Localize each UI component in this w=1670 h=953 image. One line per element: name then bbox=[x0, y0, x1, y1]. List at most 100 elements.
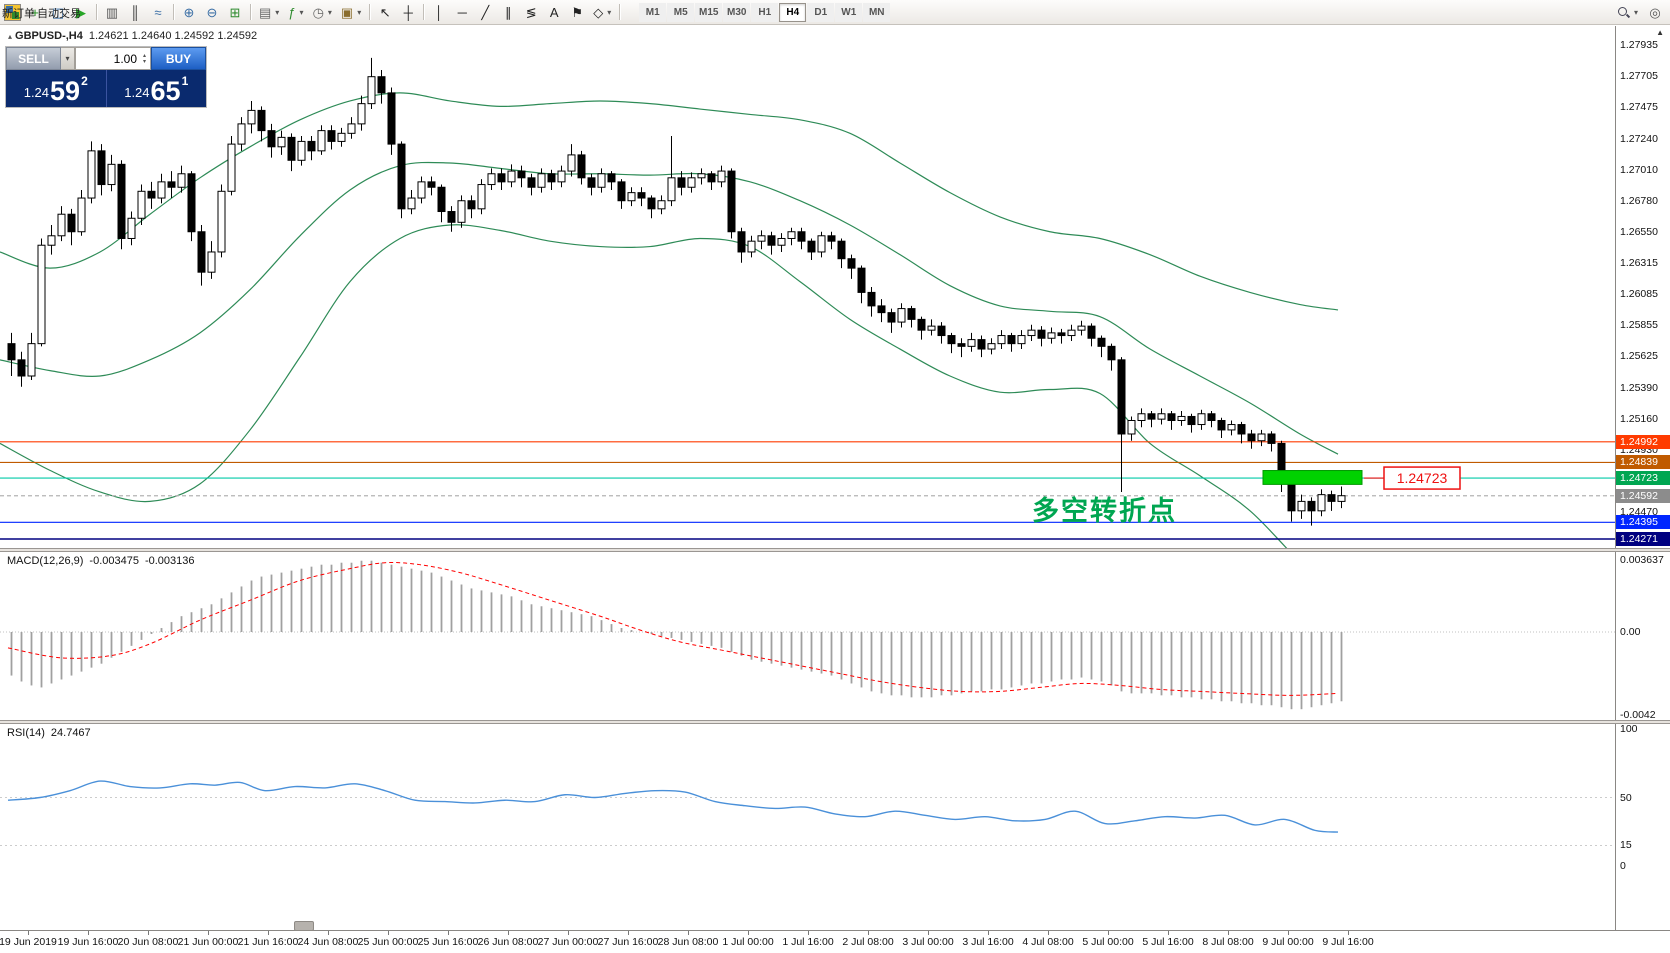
quick-nav-button[interactable]: ◎ bbox=[1644, 2, 1666, 23]
rsi-panel[interactable]: RSI(14) 24.7467 bbox=[0, 724, 1615, 930]
candlestick-button[interactable]: ║ bbox=[124, 2, 146, 23]
shapes-button[interactable]: ◇ ▾ bbox=[589, 2, 615, 23]
candle bbox=[287, 136, 296, 161]
spin-down-icon[interactable]: ▾ bbox=[142, 58, 146, 65]
macd-panel[interactable]: MACD(12,26,9) -0.003475 -0.003136 bbox=[0, 552, 1615, 720]
price-badge: 1.24271 bbox=[1616, 532, 1670, 546]
channel-icon: ∥ bbox=[504, 4, 512, 20]
candle bbox=[867, 291, 876, 307]
arrange-button[interactable]: ▤ ▾ bbox=[255, 2, 283, 23]
candle bbox=[577, 154, 586, 179]
toolbar-separator bbox=[250, 4, 251, 20]
time-label: 27 Jun 00:00 bbox=[537, 936, 599, 948]
candle bbox=[367, 76, 376, 105]
buy-button[interactable]: BUY bbox=[151, 47, 206, 70]
templates-button[interactable]: ▣ ▾ bbox=[337, 2, 365, 23]
main-chart-panel[interactable]: 1.24723 多空转折点 ▴ GBPUSD-,H4 1.24621 1.24640 … bbox=[0, 26, 1615, 548]
text-icon: A bbox=[549, 4, 559, 20]
rsi-chart[interactable] bbox=[0, 724, 1615, 930]
toolbar: + 新订单 ◫ ▶ 自动交易 ▥ ║ ≈ ⊕ ⊖ ⊞ ▤ ▾ ƒ ▾ ◷ ▾ ▣ ▾ ↖ ┼ │ ─ ╱ ∥ ≶ A ⚑ ◇ ▾ M1 M5 M… bbox=[0, 0, 1670, 25]
time-tick bbox=[88, 931, 89, 935]
autotrading-button[interactable]: ▶ 自动交易 bbox=[37, 2, 92, 23]
timeframe-w1[interactable]: W1 bbox=[835, 2, 863, 22]
candle bbox=[1317, 494, 1326, 512]
candle bbox=[777, 237, 786, 246]
timeframe-h4[interactable]: H4 bbox=[779, 2, 807, 22]
timeframe-m5[interactable]: M5 bbox=[667, 2, 695, 22]
price-tick: 1.24470 bbox=[1620, 506, 1658, 519]
zoom-in-button[interactable]: ⊕ bbox=[178, 2, 200, 23]
timeframe-d1[interactable]: D1 bbox=[807, 2, 835, 22]
vertical-line-button[interactable]: │ bbox=[428, 2, 450, 23]
macd-scale-label: 0.00 bbox=[1620, 626, 1641, 638]
toolbar-separator bbox=[619, 4, 621, 20]
timeframe-mn[interactable]: MN bbox=[863, 2, 891, 22]
horizontal-line-button[interactable]: ─ bbox=[451, 2, 473, 23]
timeframe-h1[interactable]: H1 bbox=[751, 2, 779, 22]
candle bbox=[547, 173, 556, 183]
macd-chart[interactable] bbox=[0, 552, 1615, 720]
text-button[interactable]: A bbox=[543, 2, 565, 23]
indicators-button[interactable]: ƒ ▾ bbox=[284, 2, 307, 23]
bollinger-lower-band bbox=[0, 224, 1288, 548]
spin-up-icon[interactable]: ▴ bbox=[142, 52, 146, 59]
timeframe-m30[interactable]: M30 bbox=[723, 2, 751, 22]
price-tick: 1.25855 bbox=[1620, 319, 1658, 332]
candle bbox=[347, 123, 356, 134]
scale-scroll-up-icon[interactable]: ▲ bbox=[1656, 28, 1664, 37]
label-button[interactable]: ⚑ bbox=[566, 2, 588, 23]
periods-button[interactable]: ◷ ▾ bbox=[309, 2, 336, 23]
candle bbox=[877, 305, 886, 314]
fibonacci-button[interactable]: ≶ bbox=[520, 2, 542, 23]
candle bbox=[377, 76, 386, 94]
timeframe-m1[interactable]: M1 bbox=[639, 2, 667, 22]
time-tick bbox=[868, 931, 869, 935]
crosshair-button[interactable]: ┼ bbox=[397, 2, 419, 23]
price-scale[interactable]: ▲ 1.27935 1.27705 1.27475 1.27240 1.27010 1.2… bbox=[1615, 26, 1670, 930]
price-tick: 1.27935 bbox=[1620, 39, 1658, 51]
new-order-button[interactable]: + 新订单 bbox=[2, 2, 46, 23]
ask-pips: 65 bbox=[150, 75, 181, 106]
label-icon: ⚑ bbox=[571, 4, 584, 20]
order-options-dropdown[interactable]: ▾ bbox=[61, 47, 75, 70]
candle bbox=[147, 190, 156, 199]
tile-windows-button[interactable]: ⊞ bbox=[224, 2, 246, 23]
candle bbox=[47, 235, 56, 246]
periods-icon: ◷ bbox=[312, 4, 324, 20]
panel-separator-rsi[interactable] bbox=[0, 720, 1670, 724]
price-tick: 1.27240 bbox=[1620, 132, 1658, 145]
zoom-out-button[interactable]: ⊖ bbox=[201, 2, 223, 23]
trendline-button[interactable]: ╱ bbox=[474, 2, 496, 23]
volume-value[interactable]: 1.00 bbox=[113, 51, 137, 66]
candle bbox=[457, 200, 466, 223]
timeframe-m15[interactable]: M15 bbox=[695, 2, 723, 22]
chart-window-button[interactable]: ◫ bbox=[47, 2, 69, 23]
candlestick-icon: ║ bbox=[130, 4, 140, 20]
channel-button[interactable]: ∥ bbox=[497, 2, 519, 23]
candle bbox=[687, 177, 696, 188]
time-axis[interactable]: 19 Jun 2019 19 Jun 16:00 20 Jun 08:00 21 Ju… bbox=[0, 930, 1670, 953]
volume-stepper[interactable]: ▴ ▾ bbox=[139, 53, 150, 65]
line-chart-button[interactable]: ≈ bbox=[147, 2, 169, 23]
search-button[interactable]: ▾ bbox=[1613, 2, 1642, 23]
panel-separator-macd[interactable] bbox=[0, 548, 1670, 552]
candle bbox=[467, 200, 476, 210]
cursor-button[interactable]: ↖ bbox=[374, 2, 396, 23]
candlestick-chart[interactable]: 1.24723 多空转折点 bbox=[0, 26, 1615, 548]
candle bbox=[1007, 335, 1016, 345]
bar-chart-button[interactable]: ▥ bbox=[101, 2, 123, 23]
volume-field[interactable]: 1.00 ▴ ▾ bbox=[75, 47, 151, 70]
candle bbox=[177, 173, 186, 188]
sell-button[interactable]: SELL bbox=[6, 47, 61, 70]
time-tick bbox=[1228, 931, 1229, 935]
horizontal-scrollbar-thumb[interactable] bbox=[294, 921, 314, 931]
bid-price[interactable]: 1.24 59 2 bbox=[6, 70, 106, 107]
chevron-down-icon: ▾ bbox=[275, 7, 280, 17]
ask-price[interactable]: 1.24 65 1 bbox=[105, 70, 207, 107]
toolbar-separator bbox=[369, 4, 371, 20]
highlight-rectangle bbox=[1262, 470, 1363, 485]
candle bbox=[1087, 325, 1096, 339]
candle bbox=[1177, 415, 1186, 421]
price-tick: 1.25625 bbox=[1620, 350, 1658, 363]
candle bbox=[1117, 359, 1126, 435]
